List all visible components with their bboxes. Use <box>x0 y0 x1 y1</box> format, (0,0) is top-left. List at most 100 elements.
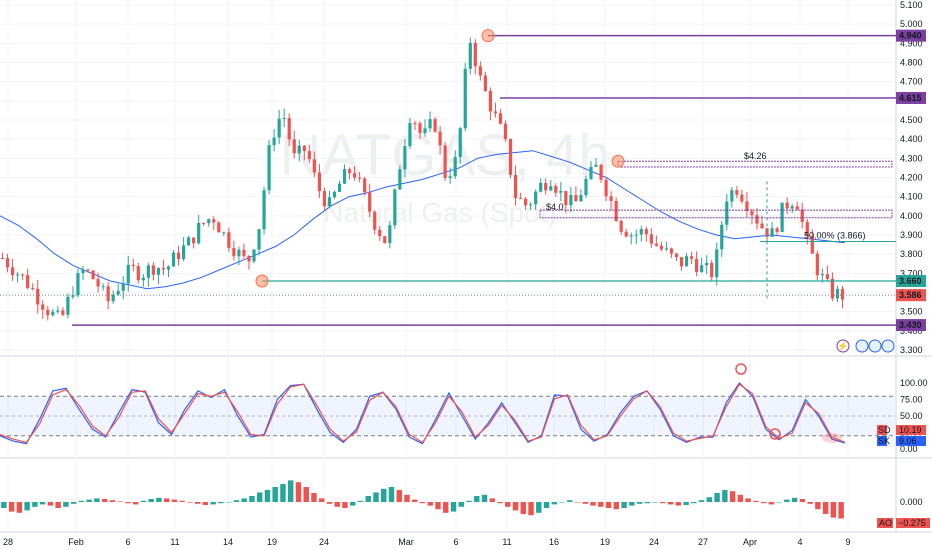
candle-body <box>116 290 120 295</box>
candle-body <box>192 237 196 244</box>
price-label-text: 3.586 <box>899 290 922 300</box>
price-tick-label: 5.100 <box>900 0 923 10</box>
price-tick-label: 4.700 <box>900 77 923 87</box>
candle-body <box>302 145 306 152</box>
annotation-426: $4.26 <box>744 151 767 161</box>
candle-body <box>790 206 794 209</box>
stoch-label-name: SK <box>878 436 890 446</box>
candle-body <box>609 196 613 201</box>
ao-pane[interactable] <box>0 458 896 532</box>
ao-bar <box>24 502 30 511</box>
lightning-icon[interactable] <box>836 339 850 353</box>
stoch-pane[interactable] <box>0 356 896 458</box>
price-tick-label: 4.200 <box>900 173 923 183</box>
candle-body <box>443 145 447 178</box>
candle-body <box>131 264 135 267</box>
ao-bar <box>497 502 503 504</box>
candle-body <box>428 119 432 129</box>
ao-bar <box>225 502 232 503</box>
ao-label-tag <box>877 518 893 528</box>
price-tick-label: 4.400 <box>900 134 923 144</box>
stoch-current-marker <box>822 433 842 443</box>
moving-average-line <box>0 150 846 290</box>
time-tick-label: 16 <box>549 537 559 547</box>
dollar-icon-3[interactable] <box>881 339 895 353</box>
candle-body <box>835 288 840 299</box>
candle-body <box>337 183 342 192</box>
pivot-marker <box>611 154 625 168</box>
price-label-box <box>896 289 926 302</box>
candle-body <box>775 228 779 232</box>
candle-body <box>524 198 528 206</box>
candle-body <box>413 123 417 125</box>
price-label-text: 4.940 <box>899 31 922 41</box>
candle-body <box>237 249 241 257</box>
grid-layer <box>0 0 895 532</box>
candle-body <box>26 275 30 288</box>
candle-body <box>805 221 809 236</box>
candle-body <box>267 145 271 191</box>
ao-bar <box>481 494 488 502</box>
time-tick-label: 4 <box>797 537 802 547</box>
candle-body <box>458 128 462 158</box>
ao-bar <box>303 487 309 502</box>
candle-body <box>674 253 679 258</box>
stoch-label-box <box>896 436 926 446</box>
stoch-label-name: SD <box>878 425 891 435</box>
ao-bar <box>249 496 255 502</box>
indicator-icons[interactable]: ⚡ <box>836 339 895 353</box>
ao-bar <box>140 500 147 502</box>
price-tick-label: 4.000 <box>900 211 923 221</box>
candle-body <box>825 274 829 279</box>
time-tick-label: 6 <box>453 537 458 547</box>
candle-body <box>534 191 538 205</box>
candle-body <box>161 268 166 270</box>
candle-body <box>363 178 367 193</box>
dollar-icon-1[interactable] <box>855 339 869 353</box>
stoch-peak-marker <box>735 363 747 375</box>
ao-bar <box>264 490 271 502</box>
dollar-icon-2[interactable] <box>868 339 882 353</box>
ao-bar <box>458 502 464 507</box>
candle-body <box>629 235 633 237</box>
ao-bar <box>218 502 224 504</box>
ao-bar <box>760 502 767 504</box>
candle-body <box>217 222 221 233</box>
candle-body <box>111 294 115 302</box>
ao-bar <box>419 502 426 504</box>
ao-bar <box>621 502 627 508</box>
ao-bar <box>722 490 728 502</box>
candle-body <box>725 201 729 225</box>
price-tick-label: 4.800 <box>900 58 923 68</box>
candle-body <box>71 295 75 297</box>
ao-bar <box>32 502 38 507</box>
candle-body <box>700 265 704 273</box>
ao-bar <box>466 500 472 502</box>
candle-body <box>649 234 653 244</box>
time-tick-label: 19 <box>600 537 610 547</box>
price-labels-layer: 4.940 4.615 3.660 3.586 3.430 SD 10.19 SK 9.06 AO… <box>877 29 930 528</box>
candle-body <box>327 197 332 207</box>
ao-bar <box>613 502 620 510</box>
candle-body <box>212 219 216 223</box>
candle-body <box>126 264 130 284</box>
candle-body <box>277 118 281 138</box>
ao-bar <box>768 502 775 505</box>
candle-body <box>0 258 5 259</box>
ao-bar <box>381 488 387 502</box>
price-label-text: 4.615 <box>899 93 922 103</box>
candle-body <box>227 232 231 248</box>
candle-body <box>383 236 387 244</box>
candle-body <box>689 256 694 259</box>
ao-bar <box>799 499 806 502</box>
candle-body <box>463 68 467 129</box>
candle-body <box>695 258 699 273</box>
ao-bar <box>605 502 612 508</box>
candle-body <box>508 139 513 175</box>
annotation-fib: 50.00% (3.866) <box>804 231 866 241</box>
ao-bar <box>528 502 534 516</box>
time-tick-label: Feb <box>68 537 84 547</box>
candle-body <box>664 248 669 250</box>
